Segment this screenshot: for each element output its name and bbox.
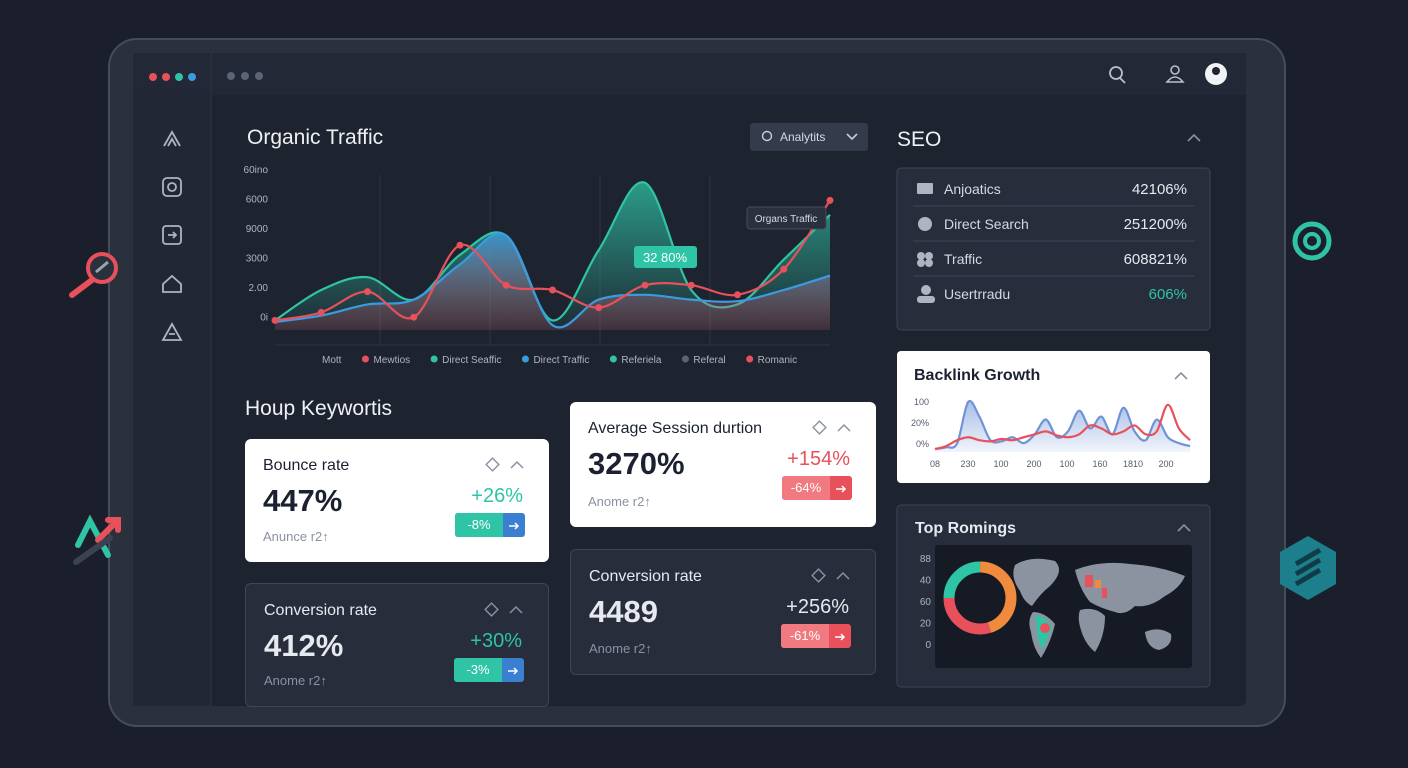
decor-magnifier xyxy=(69,252,118,298)
decor-arrows xyxy=(73,514,121,565)
card-value: 4489 xyxy=(589,594,658,629)
card-change: +26% xyxy=(471,485,523,507)
panel-title: SEO xyxy=(897,128,942,151)
metric-card: Bounce rate 447% +26% Anunce r2↑ -8% xyxy=(245,439,549,562)
badge-text: -64% xyxy=(782,476,830,500)
badge-text: -61% xyxy=(781,624,829,648)
section-title: Houp Keywortis xyxy=(245,397,393,420)
badge-text: -8% xyxy=(455,513,503,537)
card-badge: -3% xyxy=(454,658,524,682)
card-title: Bounce rate xyxy=(263,457,350,474)
badge-arrow xyxy=(506,664,520,676)
card-icons xyxy=(812,420,852,436)
metric-card: Conversion rate 412% +30% Anome r2↑ -3% xyxy=(245,583,549,707)
card-icons xyxy=(485,457,525,473)
card-value: 412% xyxy=(264,628,344,663)
card-title: Conversion rate xyxy=(264,602,377,619)
card-footer: Anunce r2↑ xyxy=(263,529,329,544)
card-badge: -64% xyxy=(782,476,852,500)
card-footer: Anome r2↑ xyxy=(589,641,652,656)
card-badge: -61% xyxy=(781,624,851,648)
panel-title: Backlink Growth xyxy=(914,367,1041,384)
dropdown[interactable]: Analytits xyxy=(780,130,826,144)
badge-arrow xyxy=(507,519,521,531)
card-badge: -8% xyxy=(455,513,525,537)
metric-card: Conversion rate 4489 +256% Anome r2↑ -61% xyxy=(570,549,876,675)
card-icons xyxy=(484,602,524,618)
panel-title: Top Romings xyxy=(915,520,1017,537)
card-change: +30% xyxy=(470,630,522,652)
card-footer: Anome r2↑ xyxy=(264,673,327,688)
badge-arrow xyxy=(834,482,848,494)
panel-title: Organic Traffic xyxy=(247,126,384,149)
decor-hex xyxy=(1280,536,1336,600)
card-change: +256% xyxy=(786,596,849,618)
card-footer: Anome r2↑ xyxy=(588,494,651,509)
card-value: 3270% xyxy=(588,446,685,481)
metric-card: Average Session durtion 3270% +154% Anome r… xyxy=(570,402,876,527)
card-title: Average Session durtion xyxy=(588,420,763,437)
badge-text: -3% xyxy=(454,658,502,682)
badge-arrow xyxy=(833,630,847,642)
card-icons xyxy=(811,568,851,584)
card-change: +154% xyxy=(787,448,850,470)
card-value: 447% xyxy=(263,483,343,518)
card-title: Conversion rate xyxy=(589,568,702,585)
decor-ring xyxy=(1292,221,1332,261)
